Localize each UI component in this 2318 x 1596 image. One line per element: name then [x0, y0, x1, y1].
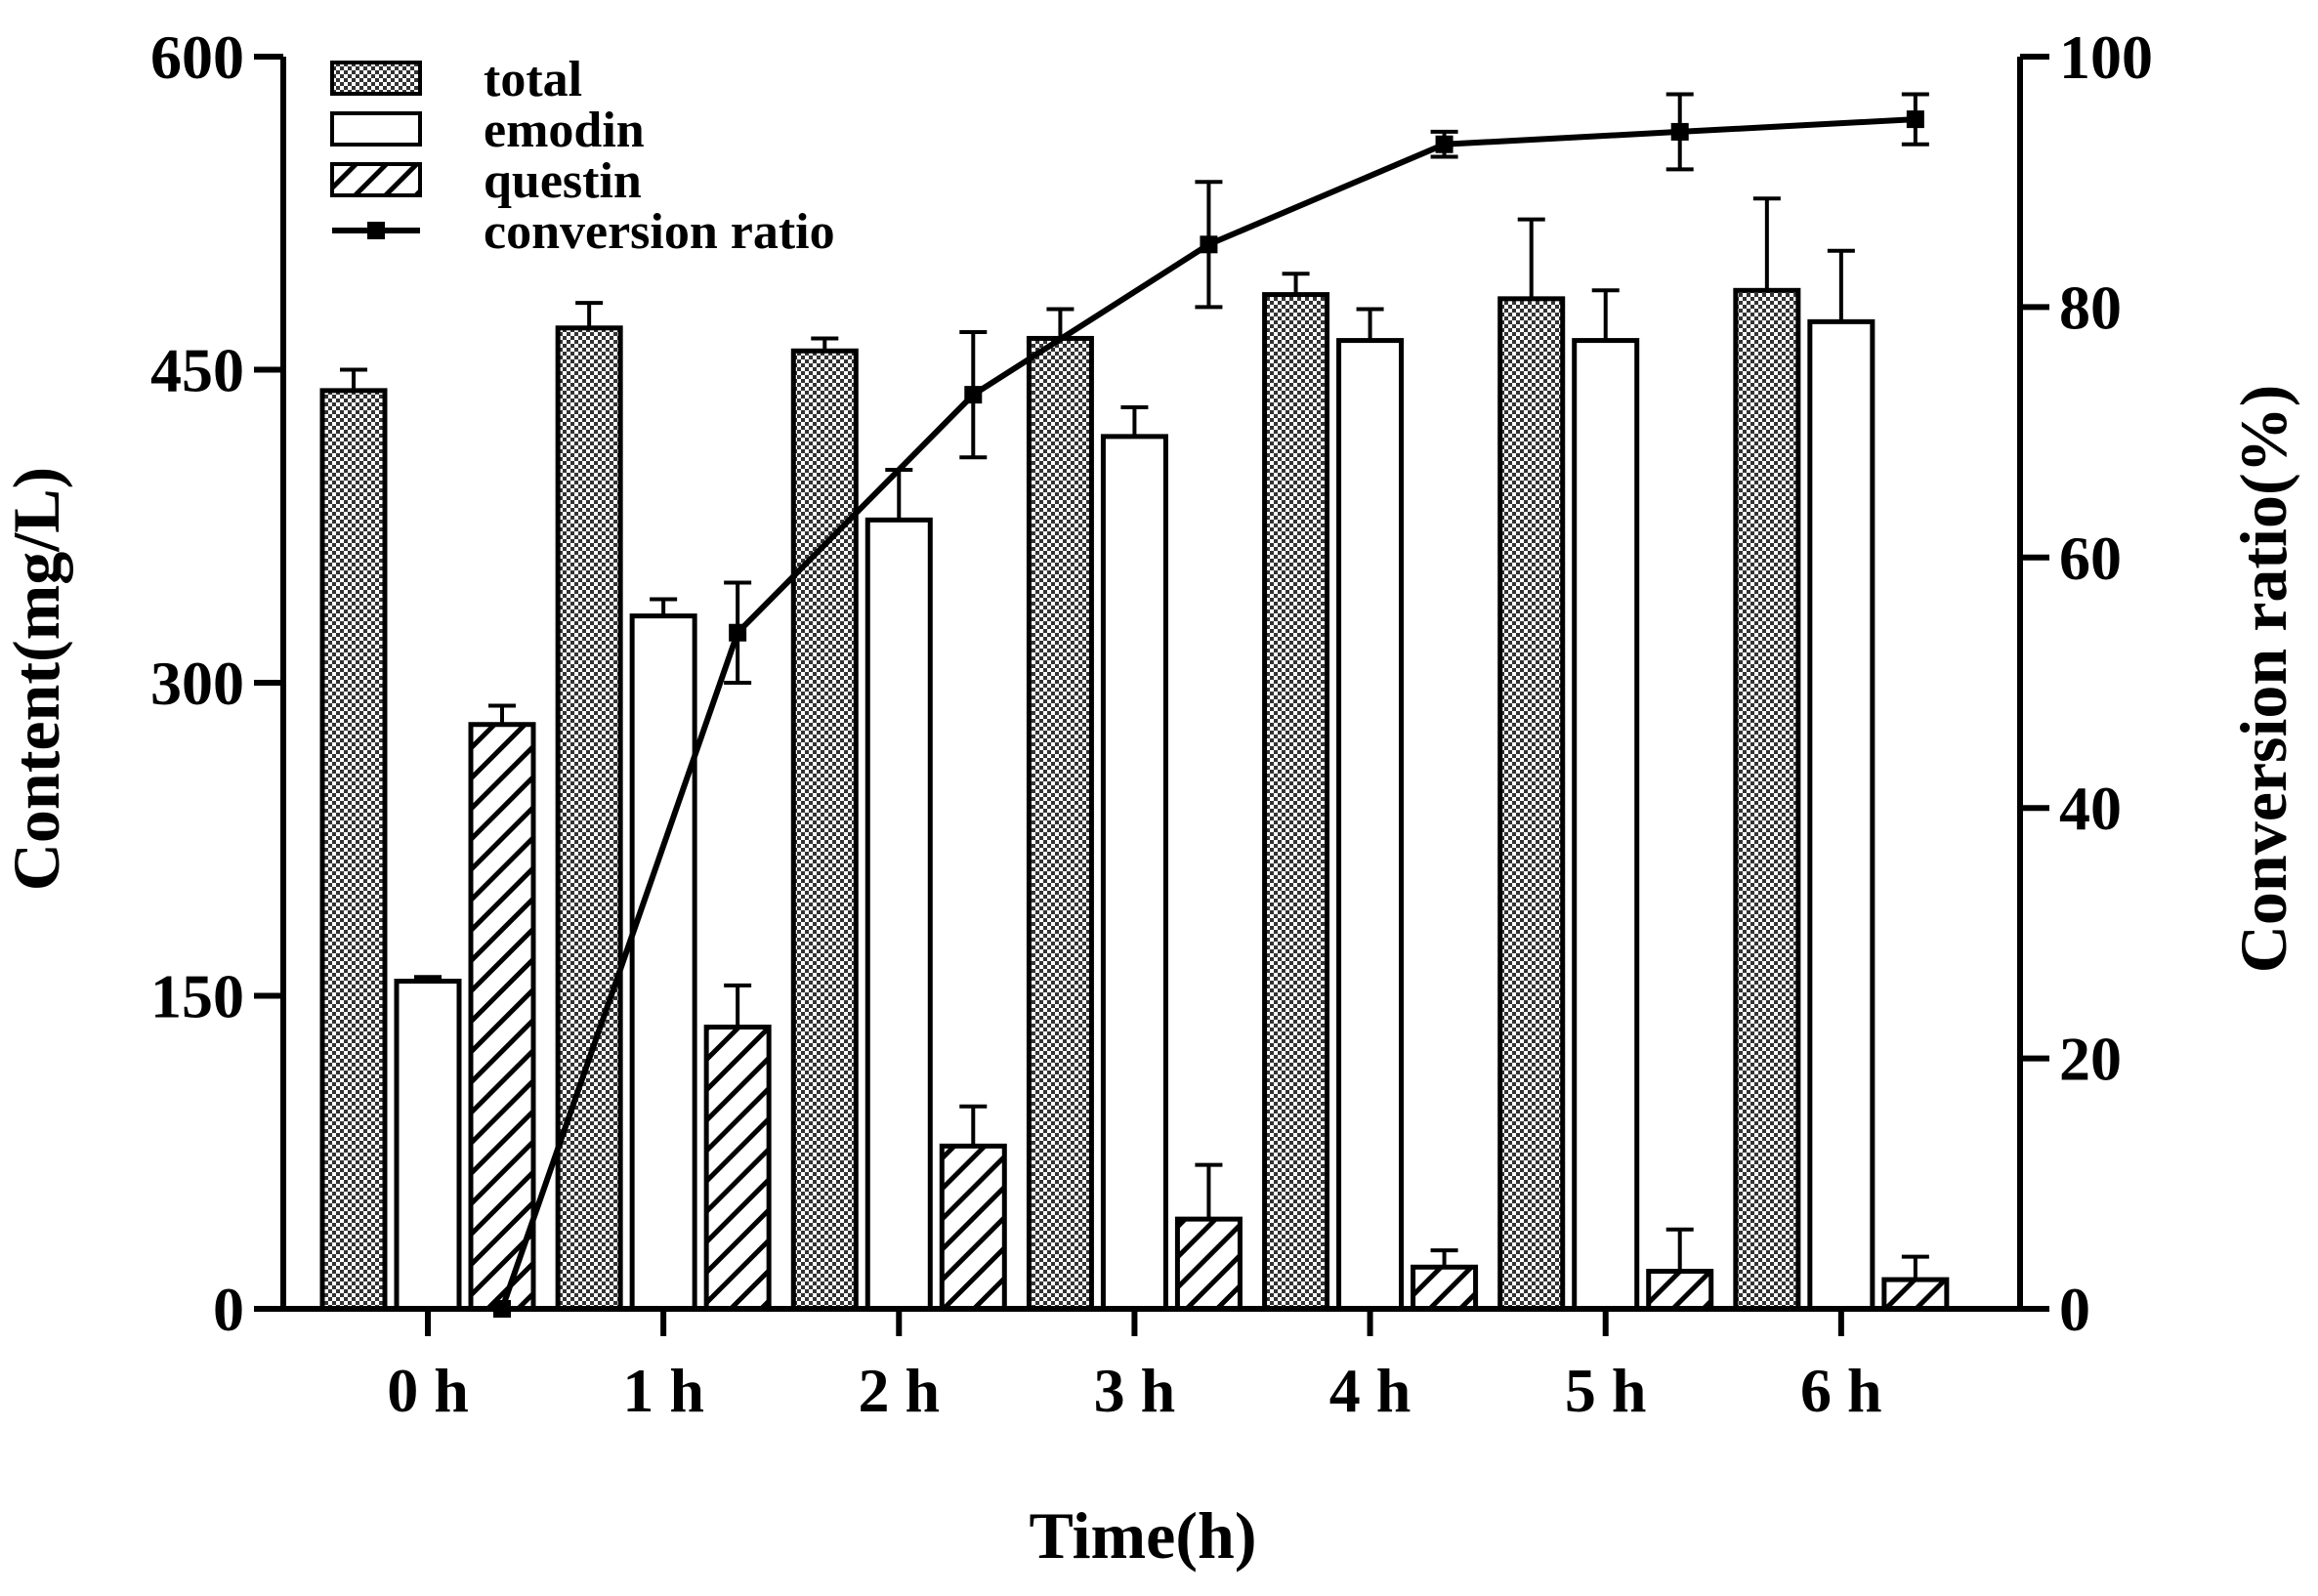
y-axis-title: Content(mg/L): [0, 467, 73, 891]
bar-total: [319, 388, 388, 1312]
x-axis-title: Time(h): [1030, 1498, 1257, 1573]
bars-layer: [319, 196, 1950, 1312]
bar-emodin: [1572, 338, 1640, 1312]
bar-total: [1262, 292, 1330, 1312]
y2-tick-label: 80: [2059, 273, 2122, 342]
legend-swatch-questin: [330, 162, 422, 197]
x-tick-label: 2 h: [858, 1356, 940, 1425]
y-tick-label: 600: [150, 22, 244, 92]
legend-label-questin: questin: [484, 153, 642, 209]
bar-total: [1026, 335, 1094, 1312]
legend-swatch-marker: [367, 222, 385, 239]
x-tick-label: 0 h: [387, 1356, 469, 1425]
y2-axis-title: Conversion ratio(%): [2226, 385, 2300, 973]
legend-label-total: total: [484, 52, 582, 107]
conversion-point: [1200, 235, 1218, 254]
legend-swatch-total: [330, 61, 422, 96]
y2-tick-label: 40: [2059, 774, 2122, 843]
bar-total: [555, 325, 623, 1312]
conversion-point: [1906, 110, 1924, 129]
legend-label-conversion-ratio: conversion ratio: [484, 204, 835, 260]
bar-emodin: [864, 517, 933, 1312]
legend-label-emodin: emodin: [484, 103, 645, 158]
bar-questin: [1174, 1216, 1243, 1312]
x-tick-label: 5 h: [1565, 1356, 1647, 1425]
bar-emodin: [1336, 338, 1405, 1312]
y2-tick-label: 100: [2059, 22, 2153, 92]
bar-questin: [939, 1143, 1007, 1312]
x-tick-label: 1 h: [622, 1356, 704, 1425]
x-tick-label: 3 h: [1094, 1356, 1176, 1425]
bar-questin: [468, 722, 536, 1312]
x-tick-label: 6 h: [1800, 1356, 1882, 1425]
bar-total: [1497, 296, 1566, 1312]
bar-emodin: [394, 979, 462, 1312]
ticks-layer: 0 150 300 450 600 0 20 40 60 80 100 0 h 1 h 2 h 3 h 4 h…: [150, 22, 2153, 1425]
conversion-point: [729, 623, 747, 642]
y-tick-label: 150: [150, 962, 244, 1031]
y-tick-label: 300: [150, 649, 244, 718]
bar-total: [1733, 287, 1801, 1312]
bar-questin: [703, 1025, 772, 1312]
x-tick-label: 4 h: [1329, 1356, 1412, 1425]
bar-questin: [1646, 1269, 1714, 1312]
bar-emodin: [629, 613, 697, 1312]
conversion-point: [964, 386, 983, 404]
y-tick-label: 450: [150, 336, 244, 405]
y2-tick-label: 60: [2059, 524, 2122, 593]
conversion-point: [1670, 122, 1689, 141]
bar-questin: [1881, 1277, 1950, 1312]
y-tick-label: 0: [213, 1275, 244, 1344]
conversion-point: [1435, 135, 1454, 153]
legend-swatch-emodin: [330, 111, 422, 147]
bar-emodin: [1100, 434, 1168, 1312]
bar-questin: [1411, 1264, 1479, 1312]
bar-emodin: [1807, 318, 1875, 1312]
y2-tick-label: 20: [2059, 1025, 2122, 1094]
bar-total: [790, 348, 859, 1312]
conversion-line-layer: [493, 92, 1929, 1318]
y2-tick-label: 0: [2059, 1275, 2090, 1344]
